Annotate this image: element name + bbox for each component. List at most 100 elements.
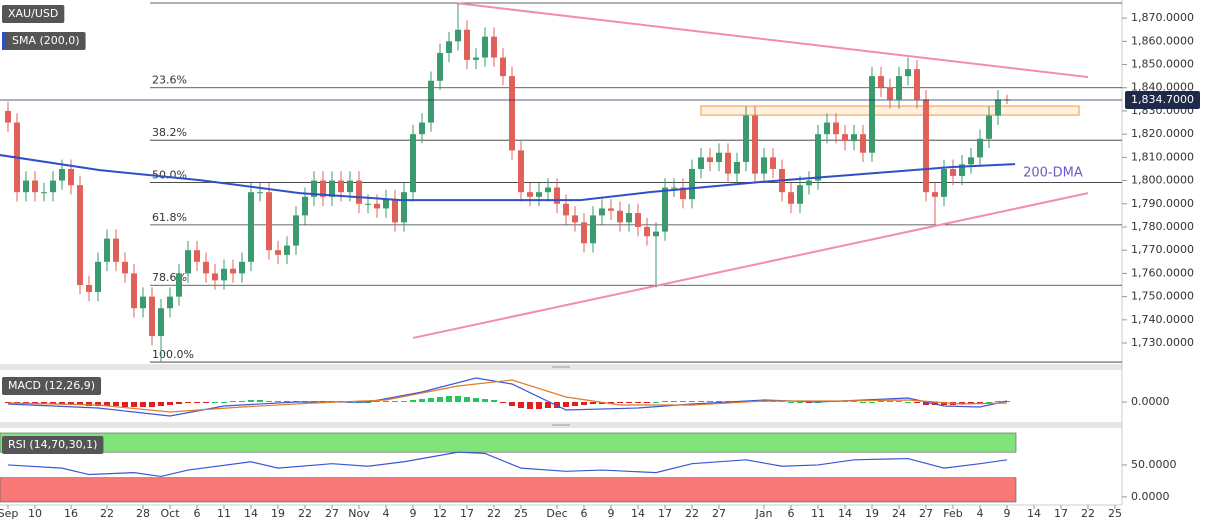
candle-body: [500, 57, 506, 77]
candle-body: [311, 180, 317, 197]
candle-body: [716, 152, 722, 163]
candle-body: [896, 76, 902, 100]
candle-body: [77, 185, 83, 286]
y-tick-label: 1,840.0000: [1131, 81, 1194, 94]
candle-body: [626, 213, 632, 223]
x-tick-label: 22: [1081, 507, 1095, 520]
last-price-label-box: [1125, 91, 1200, 110]
x-tick-label: 14: [838, 507, 852, 520]
macd-histogram-bar: [95, 402, 101, 406]
macd-histogram-bar: [905, 402, 911, 403]
macd-histogram-bar: [41, 402, 47, 404]
candle-body: [293, 215, 299, 246]
candle-body: [635, 213, 641, 227]
candle-body: [365, 203, 371, 205]
trendline: [412, 192, 1089, 339]
macd-histogram-bar: [653, 402, 659, 403]
x-tick-label: 28: [136, 507, 150, 520]
macd-histogram-bar: [698, 401, 704, 402]
sma-annotation: 200-DMA: [1023, 166, 1083, 181]
legend-macd-box: [2, 377, 102, 395]
candle-body: [527, 192, 533, 197]
macd-histogram-bar: [887, 401, 893, 402]
macd-histogram-bar: [266, 401, 272, 402]
x-tick-label: 11: [217, 507, 231, 520]
macd-histogram-bar: [995, 401, 1001, 402]
y-tick-label: 1,750.0000: [1131, 290, 1194, 303]
candle-body: [518, 150, 524, 193]
x-tick-label: 14: [1027, 507, 1041, 520]
candle-body: [644, 226, 650, 237]
x-tick-label: 16: [64, 507, 78, 520]
macd-histogram-bar: [68, 402, 74, 404]
candle-body: [887, 87, 893, 100]
candle-body: [968, 157, 974, 165]
candle-body: [608, 208, 614, 211]
legend-macd-text: MACD (12,26,9): [8, 379, 95, 392]
macd-histogram-bar: [680, 401, 686, 402]
macd-histogram-bar: [545, 402, 551, 408]
macd-histogram-bar: [401, 401, 407, 402]
candle-body: [878, 76, 884, 88]
macd-histogram-bar: [644, 402, 650, 403]
macd-histogram-bar: [572, 402, 578, 406]
macd-histogram-bar: [626, 402, 632, 403]
macd-histogram-bar: [149, 402, 155, 407]
candle-body: [545, 187, 551, 193]
macd-histogram-bar: [410, 400, 416, 402]
macd-histogram-bar: [590, 402, 596, 404]
candle-body: [950, 168, 956, 176]
x-tick-label: 22: [100, 507, 114, 520]
candle-body: [725, 152, 731, 174]
candle-body: [149, 296, 155, 337]
legend-symbol-box: [2, 5, 65, 23]
x-tick-label: 17: [460, 507, 474, 520]
macd-histogram-bar: [203, 402, 209, 403]
candle-body: [95, 261, 101, 292]
candle-body: [230, 268, 236, 274]
fib-label: 38.2%: [152, 126, 187, 139]
x-tick-label: 17: [658, 507, 672, 520]
x-tick-label: Oct: [160, 507, 180, 520]
candle-body: [698, 157, 704, 169]
macd-histogram-bar: [185, 402, 191, 403]
candle-body: [410, 134, 416, 193]
candle-body: [338, 180, 344, 193]
macd-histogram-bar: [239, 401, 245, 402]
macd-histogram-bar: [689, 401, 695, 402]
y-tick-label: 1,730.0000: [1131, 336, 1194, 349]
macd-histogram-bar: [671, 401, 677, 402]
macd-histogram-bar: [464, 397, 470, 402]
macd-histogram-bar: [509, 402, 515, 406]
candle-body: [176, 273, 182, 297]
last-price-label: 1,834.7000: [1125, 91, 1200, 110]
x-tick-label: 14: [631, 507, 645, 520]
x-tick-label: 25: [514, 507, 528, 520]
candle-body: [104, 238, 110, 262]
candle-body: [455, 29, 461, 42]
macd-histogram-bar: [86, 402, 92, 406]
x-tick-label: 11: [811, 507, 825, 520]
macd-histogram-bar: [212, 402, 218, 403]
x-tick-label: 22: [298, 507, 312, 520]
candle-body: [581, 222, 587, 244]
macd-histogram-bar: [248, 400, 254, 402]
legend-rsi-text: RSI (14,70,30,1): [8, 438, 97, 451]
x-tick-label: 9: [608, 507, 615, 520]
candle-body: [347, 180, 353, 193]
candle-body: [221, 268, 227, 281]
y-tick-label: 1,850.0000: [1131, 58, 1194, 71]
candle-body: [185, 250, 191, 274]
candle-body: [401, 192, 407, 223]
legend-sma-text: SMA (200,0): [12, 34, 80, 47]
candle-body: [743, 115, 749, 163]
y-tick-label: 50.0000: [1131, 458, 1177, 471]
legend-symbol-text: XAU/USD: [8, 7, 58, 20]
candle-body: [320, 180, 326, 197]
x-tick-label: 19: [271, 507, 285, 520]
y-tick-label: 1,800.0000: [1131, 174, 1194, 187]
macd-histogram-bar: [446, 396, 452, 402]
rsi-band: [0, 432, 1017, 453]
macd-histogram-bar: [374, 401, 380, 402]
